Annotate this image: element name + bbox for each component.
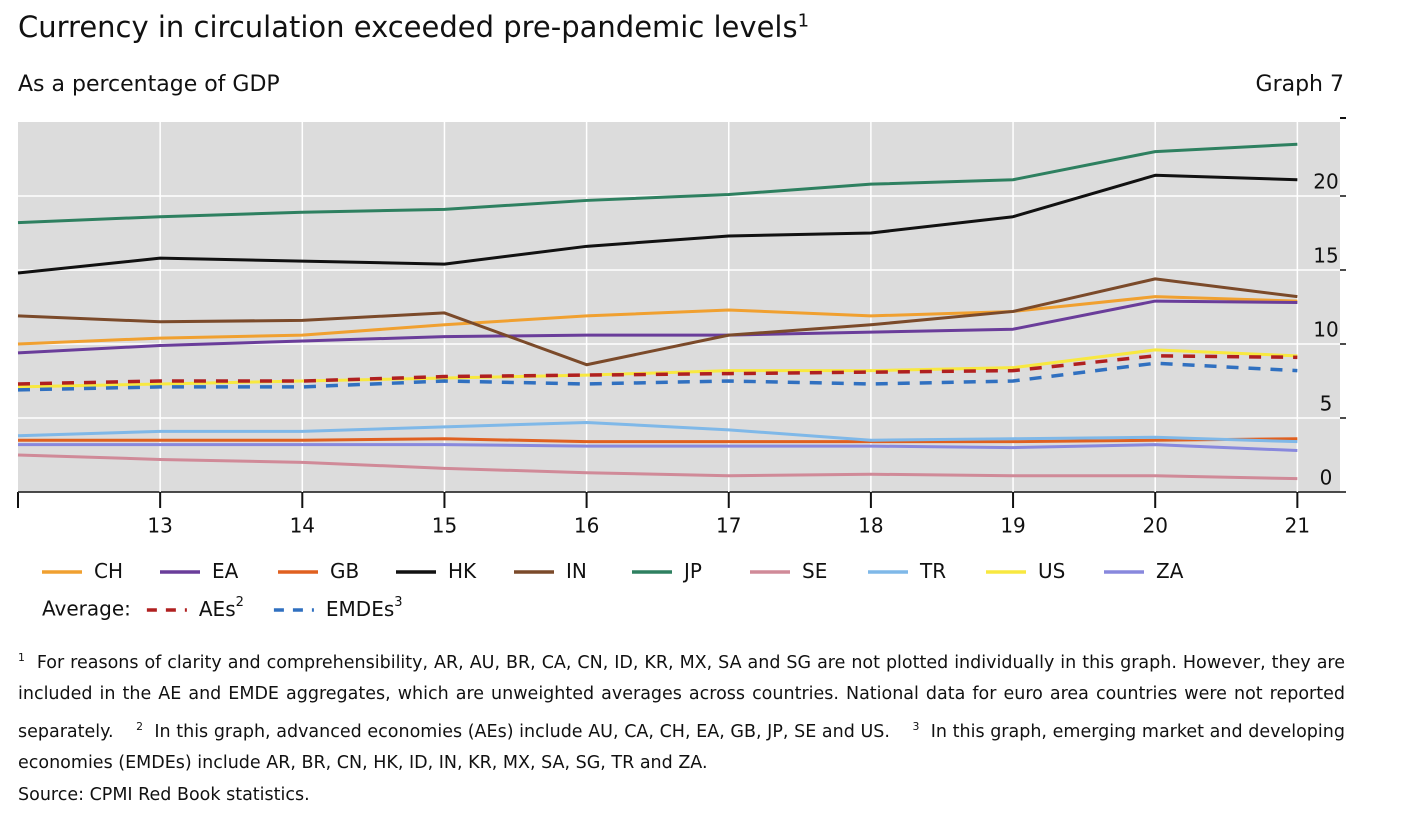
y-tick-label: 0 xyxy=(1320,466,1333,490)
footnote-mark: 3 xyxy=(912,719,920,733)
title-note: 1 xyxy=(797,10,810,32)
legend-name: AEs xyxy=(199,597,236,621)
source: Source: CPMI Red Book statistics. xyxy=(18,785,310,805)
y-tick-label: 5 xyxy=(1320,392,1333,416)
series-line xyxy=(17,295,1298,346)
x-tick-label: 16 xyxy=(574,514,599,538)
footnote-text: In this graph, advanced economies (AEs) … xyxy=(154,721,890,742)
x-tick-label: 17 xyxy=(716,514,741,538)
legend-name: JP xyxy=(682,559,702,583)
legend-label: HK xyxy=(448,559,477,583)
legend-label: EA xyxy=(212,559,239,583)
legend-label: GB xyxy=(330,559,359,583)
series-line xyxy=(17,361,1298,392)
footnotes: 1 For reasons of clarity and comprehensi… xyxy=(18,642,1345,780)
legend-name: SE xyxy=(802,559,827,583)
legend-name: GB xyxy=(330,559,359,583)
series-line xyxy=(18,443,1298,453)
legend-note: 3 xyxy=(394,595,402,610)
legend-label: ZA xyxy=(1156,559,1184,583)
series-line xyxy=(17,420,1298,444)
y-tick-label: 20 xyxy=(1313,170,1338,194)
x-tick-label: 19 xyxy=(1000,514,1025,538)
chart-title: Currency in circulation exceeded pre-pan… xyxy=(18,10,809,44)
series-line xyxy=(17,299,1298,355)
x-tick-label: 20 xyxy=(1142,514,1167,538)
legend-group-label: Average: xyxy=(42,597,131,621)
legend-name: US xyxy=(1038,559,1065,583)
legend-name: TR xyxy=(919,559,946,583)
legend-label: IN xyxy=(566,559,587,583)
legend-name: IN xyxy=(566,559,587,583)
title-text: Currency in circulation exceeded pre-pan… xyxy=(18,10,798,44)
chart: 0 5 10 15 20 13 14 15 16 17 18 19 20 21 CH EA GB HK IN JP SE… xyxy=(17,117,1346,621)
legend-name: CH xyxy=(94,559,123,583)
footnote-text: In this graph, emerging market and devel… xyxy=(18,721,1345,774)
legend-label: SE xyxy=(802,559,827,583)
y-tick-label: 10 xyxy=(1313,318,1338,342)
x-tick-label: 13 xyxy=(147,514,172,538)
series-line xyxy=(17,354,1298,386)
series-line xyxy=(18,437,1298,444)
series-line xyxy=(17,453,1298,481)
footnote-text: For reasons of clarity and comprehensibi… xyxy=(18,652,1345,742)
graph-label: Graph 7 xyxy=(1255,72,1344,97)
legend-label: AEs2 xyxy=(199,595,244,621)
legend-label: EMDEs3 xyxy=(326,595,403,621)
chart-subtitle: As a percentage of GDP xyxy=(18,72,280,97)
legend-name: EMDEs xyxy=(326,597,394,621)
legend-name: HK xyxy=(448,559,477,583)
footnote-mark: 2 xyxy=(136,719,144,733)
series-line xyxy=(17,277,1298,367)
legend-note: 2 xyxy=(236,595,244,610)
series-line xyxy=(17,173,1298,275)
footnote-mark: 1 xyxy=(18,651,25,664)
series-line xyxy=(17,142,1298,225)
legend-label: US xyxy=(1038,559,1065,583)
legend-name: ZA xyxy=(1156,559,1184,583)
x-tick-label: 21 xyxy=(1285,514,1310,538)
legend-label: JP xyxy=(682,559,702,583)
x-tick-label: 14 xyxy=(290,514,315,538)
legend-name: EA xyxy=(212,559,239,583)
x-tick-label: 18 xyxy=(858,514,883,538)
x-tick-label: 15 xyxy=(432,514,457,538)
legend-label: CH xyxy=(94,559,123,583)
y-tick-label: 15 xyxy=(1313,244,1338,268)
legend-label: TR xyxy=(919,559,946,583)
